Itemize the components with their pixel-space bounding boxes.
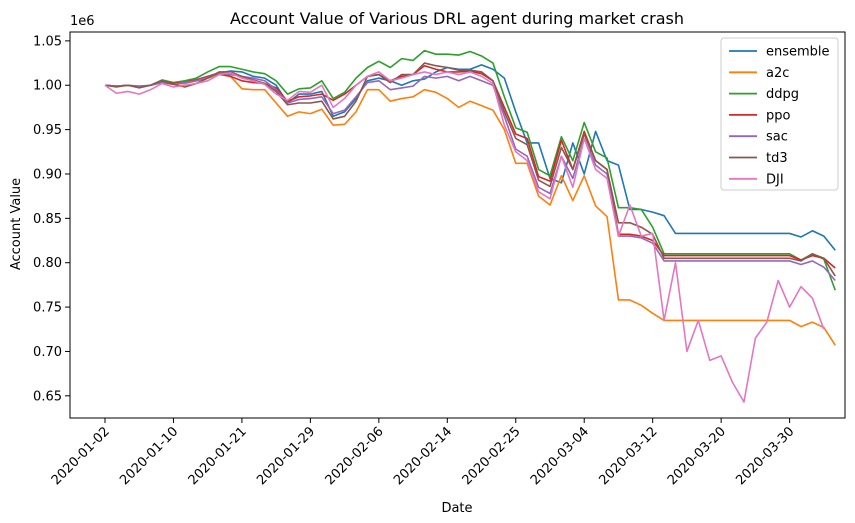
legend-label-ensemble: ensemble — [766, 45, 830, 60]
plot-frame — [69, 31, 846, 419]
x-tick-label: 2020-01-21 — [186, 424, 250, 488]
legend: ensemble a2c ddpg ppo sac td3 DJI — [720, 37, 839, 191]
y-tick-label: 0.95 — [33, 123, 62, 138]
x-tick-label: 2020-01-29 — [254, 424, 318, 488]
y-tick-label: 1.05 — [33, 34, 62, 49]
y-tick-label: 0.90 — [33, 167, 62, 182]
legend-label-td3: td3 — [766, 151, 788, 166]
x-axis-label: Date — [441, 501, 472, 516]
x-tick-label: 2020-03-30 — [733, 424, 797, 488]
legend-box — [720, 37, 839, 191]
y-axis-label: Account Value — [9, 178, 24, 270]
y-tick-label: 0.65 — [33, 389, 62, 404]
plot-lines — [104, 49, 836, 403]
x-tick-label: 2020-03-20 — [665, 424, 729, 488]
chart-title: Account Value of Various DRL agent durin… — [230, 9, 684, 28]
y-scale-label: 1e6 — [70, 14, 95, 29]
series-line-ddpg — [104, 49, 836, 291]
y-axis: 0.65 0.70 0.75 0.80 0.85 0.90 0.95 1.00 1.05 — [33, 34, 70, 404]
legend-label-a2c: a2c — [766, 66, 789, 81]
x-tick-label: 2020-03-12 — [596, 424, 660, 488]
series-line-td3 — [104, 62, 836, 277]
x-tick-label: 2020-01-02 — [49, 424, 113, 488]
legend-label-dji: DJI — [766, 172, 784, 187]
y-tick-label: 0.75 — [33, 301, 62, 316]
x-tick-label: 2020-02-06 — [323, 424, 387, 488]
series-line-ppo — [104, 64, 836, 269]
legend-label-ppo: ppo — [766, 108, 791, 123]
x-axis: 2020-01-02 2020-01-10 2020-01-21 2020-01-29… — [49, 418, 797, 488]
x-tick-label: 2020-02-25 — [460, 424, 524, 488]
y-tick-label: 1.00 — [33, 79, 62, 94]
y-tick-label: 0.80 — [33, 256, 62, 271]
legend-label-sac: sac — [766, 130, 788, 145]
y-tick-label: 0.85 — [33, 212, 62, 227]
x-tick-label: 2020-02-14 — [391, 424, 455, 488]
x-tick-label: 2020-03-04 — [528, 424, 592, 488]
legend-label-ddpg: ddpg — [766, 87, 799, 102]
x-tick-label: 2020-01-10 — [117, 424, 181, 488]
y-tick-label: 0.70 — [33, 345, 62, 360]
series-line-dji — [104, 71, 825, 403]
